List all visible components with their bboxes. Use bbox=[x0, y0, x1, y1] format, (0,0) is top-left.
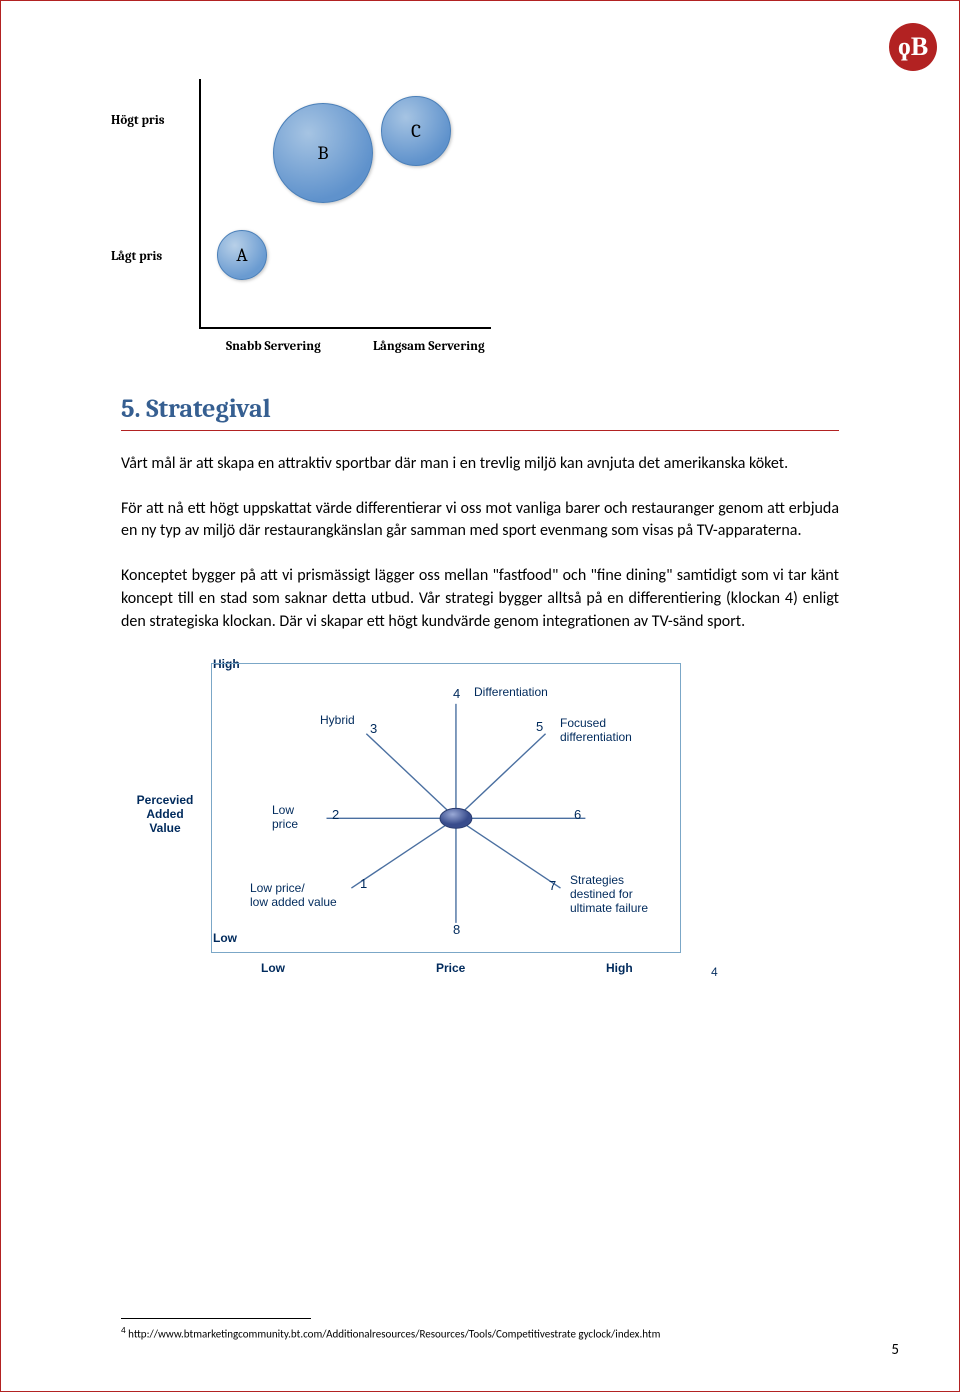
clock-lbl-1: Low price/ low added value bbox=[250, 882, 337, 910]
section-heading: 5. Strategival bbox=[121, 394, 839, 431]
bubble-c-label: C bbox=[411, 120, 421, 142]
bubble-b: B bbox=[273, 103, 373, 203]
bubble-c: C bbox=[381, 96, 451, 166]
clock-num-5: 5 bbox=[536, 719, 543, 734]
footnote-marker: 4 bbox=[121, 1325, 126, 1336]
page-content: Högt pris Lågt pris Snabb Servering Lång… bbox=[121, 79, 839, 953]
bubble-chart-y-axis bbox=[199, 79, 201, 329]
paragraph-1: Vårt mål är att skapa en attraktiv sport… bbox=[121, 453, 839, 476]
bubble-chart-ylabel-low: Lågt pris bbox=[111, 249, 162, 264]
clock-x-low: Low bbox=[261, 961, 285, 975]
clock-num-4: 4 bbox=[453, 686, 460, 701]
clock-lbl-2: Low price bbox=[272, 804, 298, 832]
bubble-b-label: B bbox=[317, 142, 328, 164]
footnote: 4 http://www.btmarketingcommunity.bt.com… bbox=[121, 1325, 660, 1341]
footnote-separator bbox=[121, 1318, 311, 1319]
bubble-chart-x-axis bbox=[199, 327, 491, 329]
clock-lbl-4: Differentiation bbox=[474, 686, 548, 700]
clock-num-2: 2 bbox=[332, 807, 339, 822]
clock-lbl-3: Hybrid bbox=[320, 714, 355, 728]
clock-x-high: High bbox=[606, 961, 633, 975]
clock-num-3: 3 bbox=[370, 721, 377, 736]
clock-num-7: 7 bbox=[549, 878, 556, 893]
bubble-chart-xlabel-left: Snabb Servering bbox=[226, 339, 321, 354]
bubble-a-label: A bbox=[236, 244, 247, 266]
paragraph-2: För att nå ett högt uppskattat värde dif… bbox=[121, 498, 839, 543]
footnote-text: http://www.btmarketingcommunity.bt.com/A… bbox=[128, 1328, 660, 1341]
clock-lbl-5: Focused differentiation bbox=[560, 717, 632, 745]
clock-corner-number: 4 bbox=[711, 965, 718, 980]
clock-num-6: 6 bbox=[574, 807, 581, 822]
bubble-chart-ylabel-high: Högt pris bbox=[111, 113, 165, 128]
clock-num-8: 8 bbox=[453, 922, 460, 937]
paragraph-3: Konceptet bygger på att vi prismässigt l… bbox=[121, 565, 839, 633]
clock-box: 1 Low price/ low added value 2 Low price… bbox=[211, 663, 681, 953]
bubble-positioning-chart: Högt pris Lågt pris Snabb Servering Lång… bbox=[111, 79, 491, 359]
clock-lbl-7: Strategies destined for ultimate failure bbox=[570, 874, 648, 915]
clock-x-title: Price bbox=[436, 961, 465, 975]
brand-logo-text: ϙB bbox=[898, 32, 928, 62]
strategy-clock-diagram: High Percevied Added Value Low Low Price… bbox=[141, 663, 661, 953]
clock-num-1: 1 bbox=[360, 876, 367, 891]
bubble-a: A bbox=[217, 230, 267, 280]
page-number: 5 bbox=[891, 1341, 899, 1359]
clock-y-title: Percevied Added Value bbox=[131, 793, 199, 835]
brand-logo: ϙB bbox=[889, 23, 937, 71]
bubble-chart-xlabel-right: Långsam Servering bbox=[373, 339, 485, 354]
